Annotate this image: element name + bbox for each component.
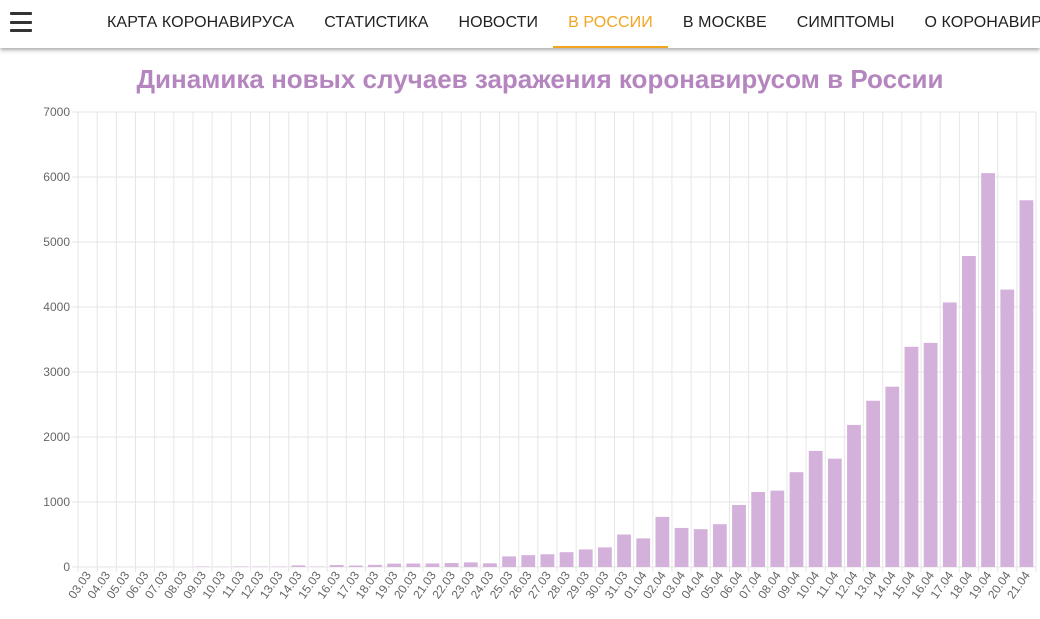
bar [368, 564, 382, 567]
bar [827, 458, 842, 567]
bar [502, 556, 516, 567]
y-tick-label: 2000 [43, 430, 70, 444]
y-tick-label: 4000 [43, 300, 70, 314]
y-tick-label: 6000 [43, 170, 70, 184]
bar [348, 565, 363, 567]
nav-item-moscow[interactable]: В МОСКВЕ [682, 14, 767, 31]
chart-title: Динамика новых случаев заражения коронав… [136, 64, 944, 94]
nav-item-statistics[interactable]: СТАТИСТИКА [324, 14, 429, 31]
bar [291, 565, 306, 567]
bar [463, 562, 478, 567]
bar [387, 563, 402, 567]
hamburger-line [10, 29, 32, 32]
bar [329, 565, 344, 567]
bar [981, 173, 995, 567]
bar [751, 491, 766, 567]
bar [598, 547, 612, 567]
bar [808, 450, 823, 567]
x-axis: 03.0304.0305.0306.0307.0308.0309.0310.03… [65, 568, 1033, 601]
bar [521, 555, 536, 567]
nav-item-about[interactable]: О КОРОНАВИРУСЕ [924, 14, 1040, 31]
nav-item-map[interactable]: КАРТА КОРОНАВИРУСА [107, 14, 295, 31]
y-tick-label: 3000 [43, 365, 70, 379]
y-axis: 0 1000 2000 3000 4000 5000 6000 7000 [43, 105, 70, 574]
nav-item-russia[interactable]: В РОССИИ [553, 0, 668, 48]
nav-item-symptoms[interactable]: СИМПТОМЫ [796, 14, 895, 31]
bar [885, 386, 900, 567]
bar [636, 538, 651, 567]
y-tick-label: 1000 [43, 495, 70, 509]
hamburger-line [10, 12, 32, 15]
chart-grid [72, 111, 1037, 572]
y-tick-label: 5000 [43, 235, 70, 249]
main-nav: КАРТА КОРОНАВИРУСА СТАТИСТИКА НОВОСТИ В … [92, 0, 1040, 48]
bar [962, 255, 976, 567]
bar [1000, 289, 1015, 567]
bar [770, 490, 785, 567]
bar [425, 563, 440, 567]
bar [789, 472, 804, 567]
hamburger-line [10, 20, 32, 24]
bar [578, 549, 593, 567]
bar [904, 346, 919, 567]
bar [483, 563, 497, 567]
bar [674, 527, 689, 567]
bar [923, 342, 938, 567]
bar [732, 504, 746, 567]
bar [406, 563, 421, 567]
hamburger-menu-icon[interactable] [10, 12, 32, 32]
bar [444, 563, 459, 567]
bar [712, 524, 727, 567]
bar [617, 534, 631, 567]
bar [847, 424, 861, 567]
y-tick-label: 0 [63, 560, 70, 574]
bar-chart: 0 1000 2000 3000 4000 5000 6000 7000 03.0304.03… [43, 105, 1037, 601]
y-tick-label: 7000 [43, 105, 70, 119]
top-navigation-bar: КАРТА КОРОНАВИРУСА СТАТИСТИКА НОВОСТИ В … [0, 0, 1040, 48]
bar [655, 516, 670, 567]
bar [693, 529, 708, 567]
bar [1019, 200, 1034, 567]
bar [942, 302, 957, 567]
nav-item-news[interactable]: НОВОСТИ [458, 14, 539, 31]
bar [540, 554, 555, 567]
bar [559, 552, 574, 567]
bar [866, 400, 881, 567]
bar [233, 566, 248, 567]
chart-bars [99, 173, 1034, 567]
